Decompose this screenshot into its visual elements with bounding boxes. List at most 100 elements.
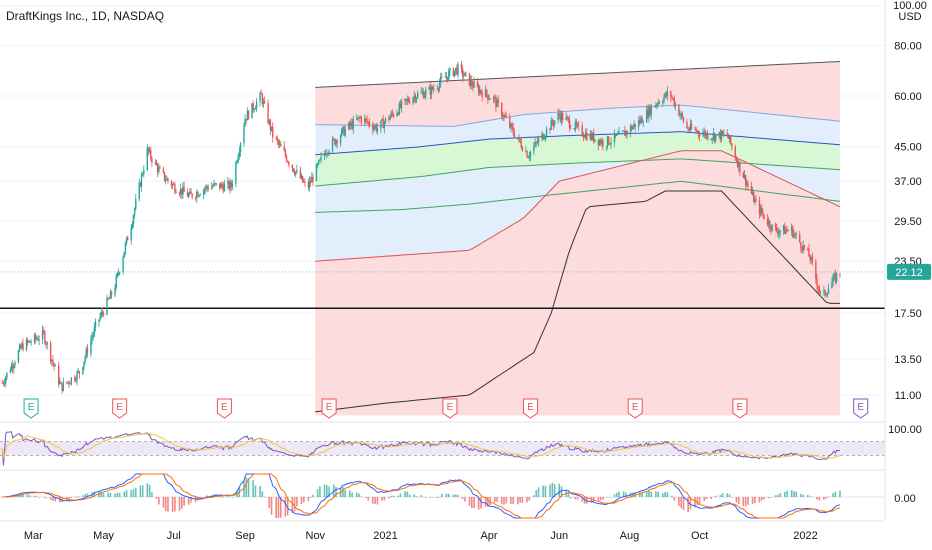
- candle-body: [78, 371, 81, 374]
- macd-histogram-bar: [100, 491, 103, 497]
- candle-body: [275, 137, 277, 139]
- macd-histogram-bar: [726, 493, 729, 497]
- candle-body: [115, 276, 117, 289]
- candle-body: [83, 361, 85, 368]
- candle-body: [454, 68, 457, 71]
- candle-body: [43, 330, 45, 332]
- candlestick-series: [1, 61, 841, 394]
- candle-body: [36, 338, 38, 340]
- macd-histogram-bar: [349, 490, 351, 497]
- earnings-marker[interactable]: E: [522, 398, 538, 419]
- macd-histogram-bar: [438, 497, 441, 498]
- candle-body: [453, 70, 456, 77]
- macd-histogram-bar: [312, 494, 314, 497]
- macd-histogram-bar: [461, 497, 464, 499]
- candle-body: [484, 89, 487, 98]
- candle-body: [590, 133, 593, 140]
- candle-body: [711, 138, 713, 140]
- candle-body: [429, 87, 432, 95]
- candle-body: [108, 298, 111, 300]
- candle-body: [267, 102, 269, 124]
- candle-body: [642, 122, 644, 124]
- candle-body: [86, 348, 89, 354]
- candle-body: [21, 343, 23, 348]
- macd-histogram-bar: [270, 497, 273, 515]
- candle-body: [542, 133, 544, 140]
- candle-body: [344, 129, 346, 136]
- macd-histogram-bar: [187, 497, 190, 505]
- earnings-marker[interactable]: E: [442, 398, 458, 419]
- candle-body: [17, 350, 20, 363]
- candle-body: [52, 359, 54, 364]
- candle-body: [621, 130, 624, 132]
- macd-histogram-bar: [816, 497, 818, 500]
- candle-body: [560, 113, 563, 121]
- time-tick-label: Apr: [480, 530, 497, 542]
- candle-body: [107, 298, 109, 300]
- candle-body: [609, 144, 611, 145]
- candle-body: [436, 88, 438, 90]
- candle-body: [205, 186, 207, 189]
- macd-histogram-bar: [657, 491, 659, 497]
- price-axis[interactable]: 100.0080.0060.0045.0037.0029.5023.5017.5…: [893, 0, 927, 402]
- macd-histogram-bar: [512, 497, 515, 505]
- candle-body: [30, 342, 32, 344]
- macd-histogram-bar: [719, 494, 722, 497]
- earnings-marker[interactable]: E: [627, 398, 643, 419]
- candle-body: [666, 91, 669, 97]
- candle-body: [171, 184, 174, 186]
- time-axis[interactable]: Mar May Jul Sep Nov 2021 Apr Jun Aug Oct 2022: [24, 530, 818, 542]
- macd-histogram-bar: [763, 497, 765, 500]
- macd-histogram-bar: [689, 497, 692, 510]
- candle-body: [57, 365, 60, 384]
- earnings-marker[interactable]: E: [321, 398, 337, 419]
- macd-histogram-bar: [388, 497, 390, 499]
- candle-body: [272, 126, 274, 138]
- candle-body: [151, 158, 153, 163]
- candle-body: [212, 186, 214, 187]
- candle-body: [391, 112, 394, 115]
- macd-histogram-bar: [567, 492, 570, 497]
- candle-body: [28, 340, 30, 343]
- candle-body: [503, 115, 505, 118]
- candle-body: [727, 135, 730, 139]
- candle-body: [712, 133, 715, 139]
- macd-histogram-bar: [599, 497, 602, 501]
- macd-histogram-bar: [431, 497, 434, 498]
- candle-body: [802, 245, 804, 251]
- earnings-marker[interactable]: E: [216, 398, 232, 419]
- candle-body: [382, 119, 384, 129]
- candle-body: [825, 294, 827, 296]
- macd-histogram-bar: [731, 497, 733, 498]
- candle-body: [817, 286, 819, 289]
- candle-body: [93, 327, 96, 335]
- candle-body: [33, 334, 36, 343]
- macd-histogram-bar: [583, 497, 586, 504]
- candle-body: [486, 89, 488, 96]
- earnings-marker[interactable]: E: [112, 398, 128, 419]
- earnings-marker[interactable]: E: [732, 398, 748, 419]
- macd-histogram-bar: [342, 487, 344, 497]
- earnings-badge: [321, 398, 337, 419]
- candle-body: [640, 117, 642, 123]
- macd-histogram-bar: [22, 494, 24, 497]
- candle-body: [138, 182, 140, 200]
- candle-body: [568, 119, 571, 128]
- candle-body: [718, 132, 720, 135]
- candle-body: [520, 141, 522, 148]
- candle-body: [648, 106, 650, 118]
- candle-body: [639, 120, 641, 123]
- candle-body: [74, 377, 76, 381]
- earnings-marker[interactable]: E: [23, 398, 39, 419]
- candle-body: [721, 130, 724, 134]
- candle-body: [461, 68, 464, 77]
- earnings-marker[interactable]: E: [853, 398, 869, 419]
- macd-histogram-bar: [827, 496, 830, 497]
- candle-body: [770, 227, 772, 231]
- candle-body: [425, 89, 427, 95]
- candle-body: [130, 228, 132, 241]
- candle-body: [364, 118, 366, 123]
- candle-body: [755, 199, 757, 201]
